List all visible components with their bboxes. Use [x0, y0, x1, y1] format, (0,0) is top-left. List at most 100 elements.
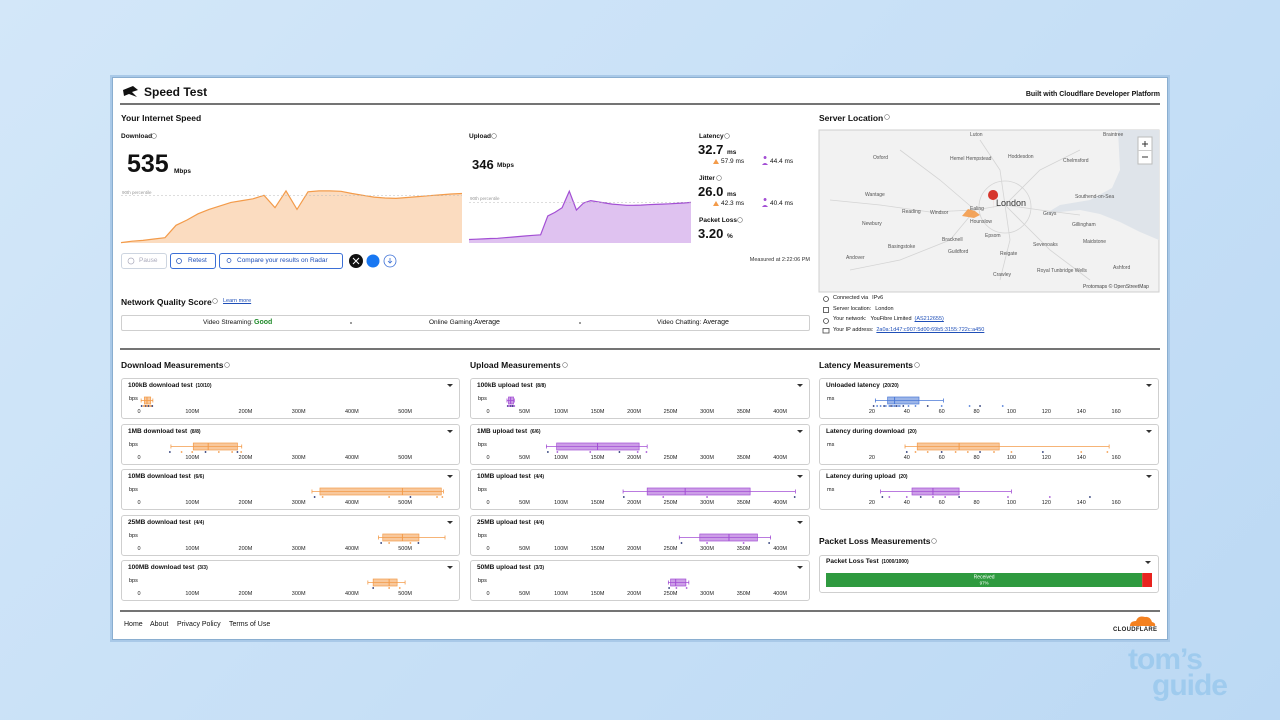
- retest-button[interactable]: [170, 253, 216, 269]
- x-tick-label: 400M: [345, 546, 359, 552]
- sample-point: [1041, 450, 1044, 453]
- footer-link[interactable]: About: [150, 621, 169, 628]
- measurement-card[interactable]: [470, 560, 810, 601]
- sample-point: [151, 405, 154, 407]
- sample-point: [907, 405, 910, 407]
- test-count: (8/8): [535, 383, 546, 389]
- measurement-card[interactable]: [121, 469, 460, 510]
- footer-link[interactable]: Terms of Use: [229, 621, 271, 628]
- map-label: Hemel Hempstead: [950, 156, 992, 162]
- compare-button[interactable]: [219, 253, 343, 269]
- info-circle: [724, 133, 730, 139]
- sample-point: [513, 405, 516, 407]
- measurement-card[interactable]: [470, 514, 810, 556]
- detail-link[interactable]: 2a0a:1d47:c907:5d00:69b5:3155:722c:a450: [876, 327, 985, 334]
- sample-point: [147, 405, 150, 407]
- learn-more-link[interactable]: Learn more: [223, 298, 252, 304]
- measurement-card[interactable]: [470, 423, 810, 465]
- sample-point: [914, 450, 917, 453]
- sample-point: [742, 541, 745, 544]
- pause-button[interactable]: [121, 253, 167, 269]
- box-plot: 0 100M 200M 300M 400M 500M: [137, 566, 453, 597]
- retest-label[interactable]: Retest: [188, 257, 207, 264]
- unit-label: bps: [129, 578, 138, 584]
- quality-label: Online Gaming:: [429, 319, 475, 326]
- latency-unit: ms: [727, 149, 737, 156]
- x-tick-label: 0: [486, 455, 489, 461]
- x-tick-label: 50M: [519, 500, 530, 506]
- measurement-card[interactable]: [470, 378, 810, 419]
- x-tick-label: 50M: [519, 546, 530, 552]
- info-circle: [737, 217, 743, 223]
- footer-link[interactable]: Home: [124, 621, 143, 628]
- unit-label: bps: [478, 396, 487, 402]
- unit-label: ms: [827, 396, 835, 402]
- measurement-card[interactable]: [470, 469, 810, 510]
- x-tick-label: 40: [904, 409, 910, 415]
- chevron: [447, 384, 453, 387]
- map-label: Ealing: [970, 206, 984, 212]
- server-title: Server Location: [819, 113, 884, 123]
- footer-link[interactable]: Privacy Policy: [177, 621, 221, 628]
- map-label: Hounslow: [970, 219, 992, 225]
- info-icon: [151, 133, 157, 139]
- x-tick-label: 400M: [345, 455, 359, 461]
- measurement-card[interactable]: [121, 423, 460, 465]
- measurement-card[interactable]: [819, 378, 1159, 419]
- x-tick-label: 120: [1042, 409, 1051, 415]
- sample-point: [944, 496, 947, 498]
- x-tick-label: 100M: [185, 455, 199, 461]
- sample-point: [417, 541, 420, 544]
- unit-label: bps: [129, 396, 138, 402]
- measurement-card[interactable]: [121, 560, 460, 601]
- packet_loss-unit: %: [727, 233, 733, 240]
- info-icon: [724, 133, 730, 139]
- separator: [350, 322, 352, 324]
- x-tick-label: 300M: [292, 455, 306, 461]
- separator: [579, 322, 581, 324]
- sample-point: [768, 541, 771, 544]
- chevron: [447, 520, 453, 524]
- test-name: 100MB download test: [128, 564, 195, 571]
- x-tick-label: 160: [1112, 455, 1121, 461]
- map-label: Maidstone: [1083, 239, 1107, 245]
- x-tick-label: 350M: [737, 591, 751, 597]
- person: [762, 156, 768, 165]
- compare-label[interactable]: Compare your results on Radar: [237, 257, 328, 264]
- download-glyph: [387, 258, 393, 264]
- test-title: 1MB upload test (6/6): [477, 428, 540, 436]
- sample-point: [168, 450, 171, 453]
- x-tick-label: 0: [137, 409, 140, 415]
- x-tick-label: 350M: [737, 546, 751, 552]
- server-detail: Server location: London: [833, 306, 894, 313]
- packet-segment: [826, 573, 1143, 587]
- test-count: (3/3): [533, 565, 545, 571]
- pause-label[interactable]: Pause: [139, 257, 158, 264]
- sample-point: [979, 405, 981, 407]
- x-tick-label: 400M: [345, 500, 359, 506]
- x-tick-label: 200M: [627, 591, 641, 597]
- measurement-card[interactable]: [819, 469, 1159, 510]
- sample-point: [546, 450, 549, 453]
- chevron: [1146, 429, 1152, 433]
- test-count: (10/10): [195, 383, 212, 389]
- measurement-title: Upload Measurements: [470, 360, 561, 370]
- measurement-card[interactable]: [121, 514, 460, 556]
- map-label: Epsom: [985, 233, 1001, 239]
- sample-point: [890, 405, 892, 407]
- info-icon: [931, 538, 937, 544]
- measurement-card[interactable]: [819, 423, 1159, 465]
- sample-point: [589, 450, 592, 453]
- detail-link[interactable]: (AS212655): [914, 316, 944, 323]
- box-plot: 0 50M 100M 150M 200M 250M 300M 350M 400M: [486, 475, 803, 506]
- map-label: Chelmsford: [1063, 158, 1089, 164]
- packet-loss-card[interactable]: [819, 555, 1159, 593]
- x-tick-label: 100M: [185, 546, 199, 552]
- triangle: [713, 159, 719, 164]
- measurement-card[interactable]: [121, 378, 460, 419]
- x-tick-label: 60: [939, 500, 945, 506]
- x-tick-label: 0: [137, 591, 140, 597]
- x-tick-label: 250M: [664, 455, 678, 461]
- x-tick-label: 500M: [398, 546, 412, 552]
